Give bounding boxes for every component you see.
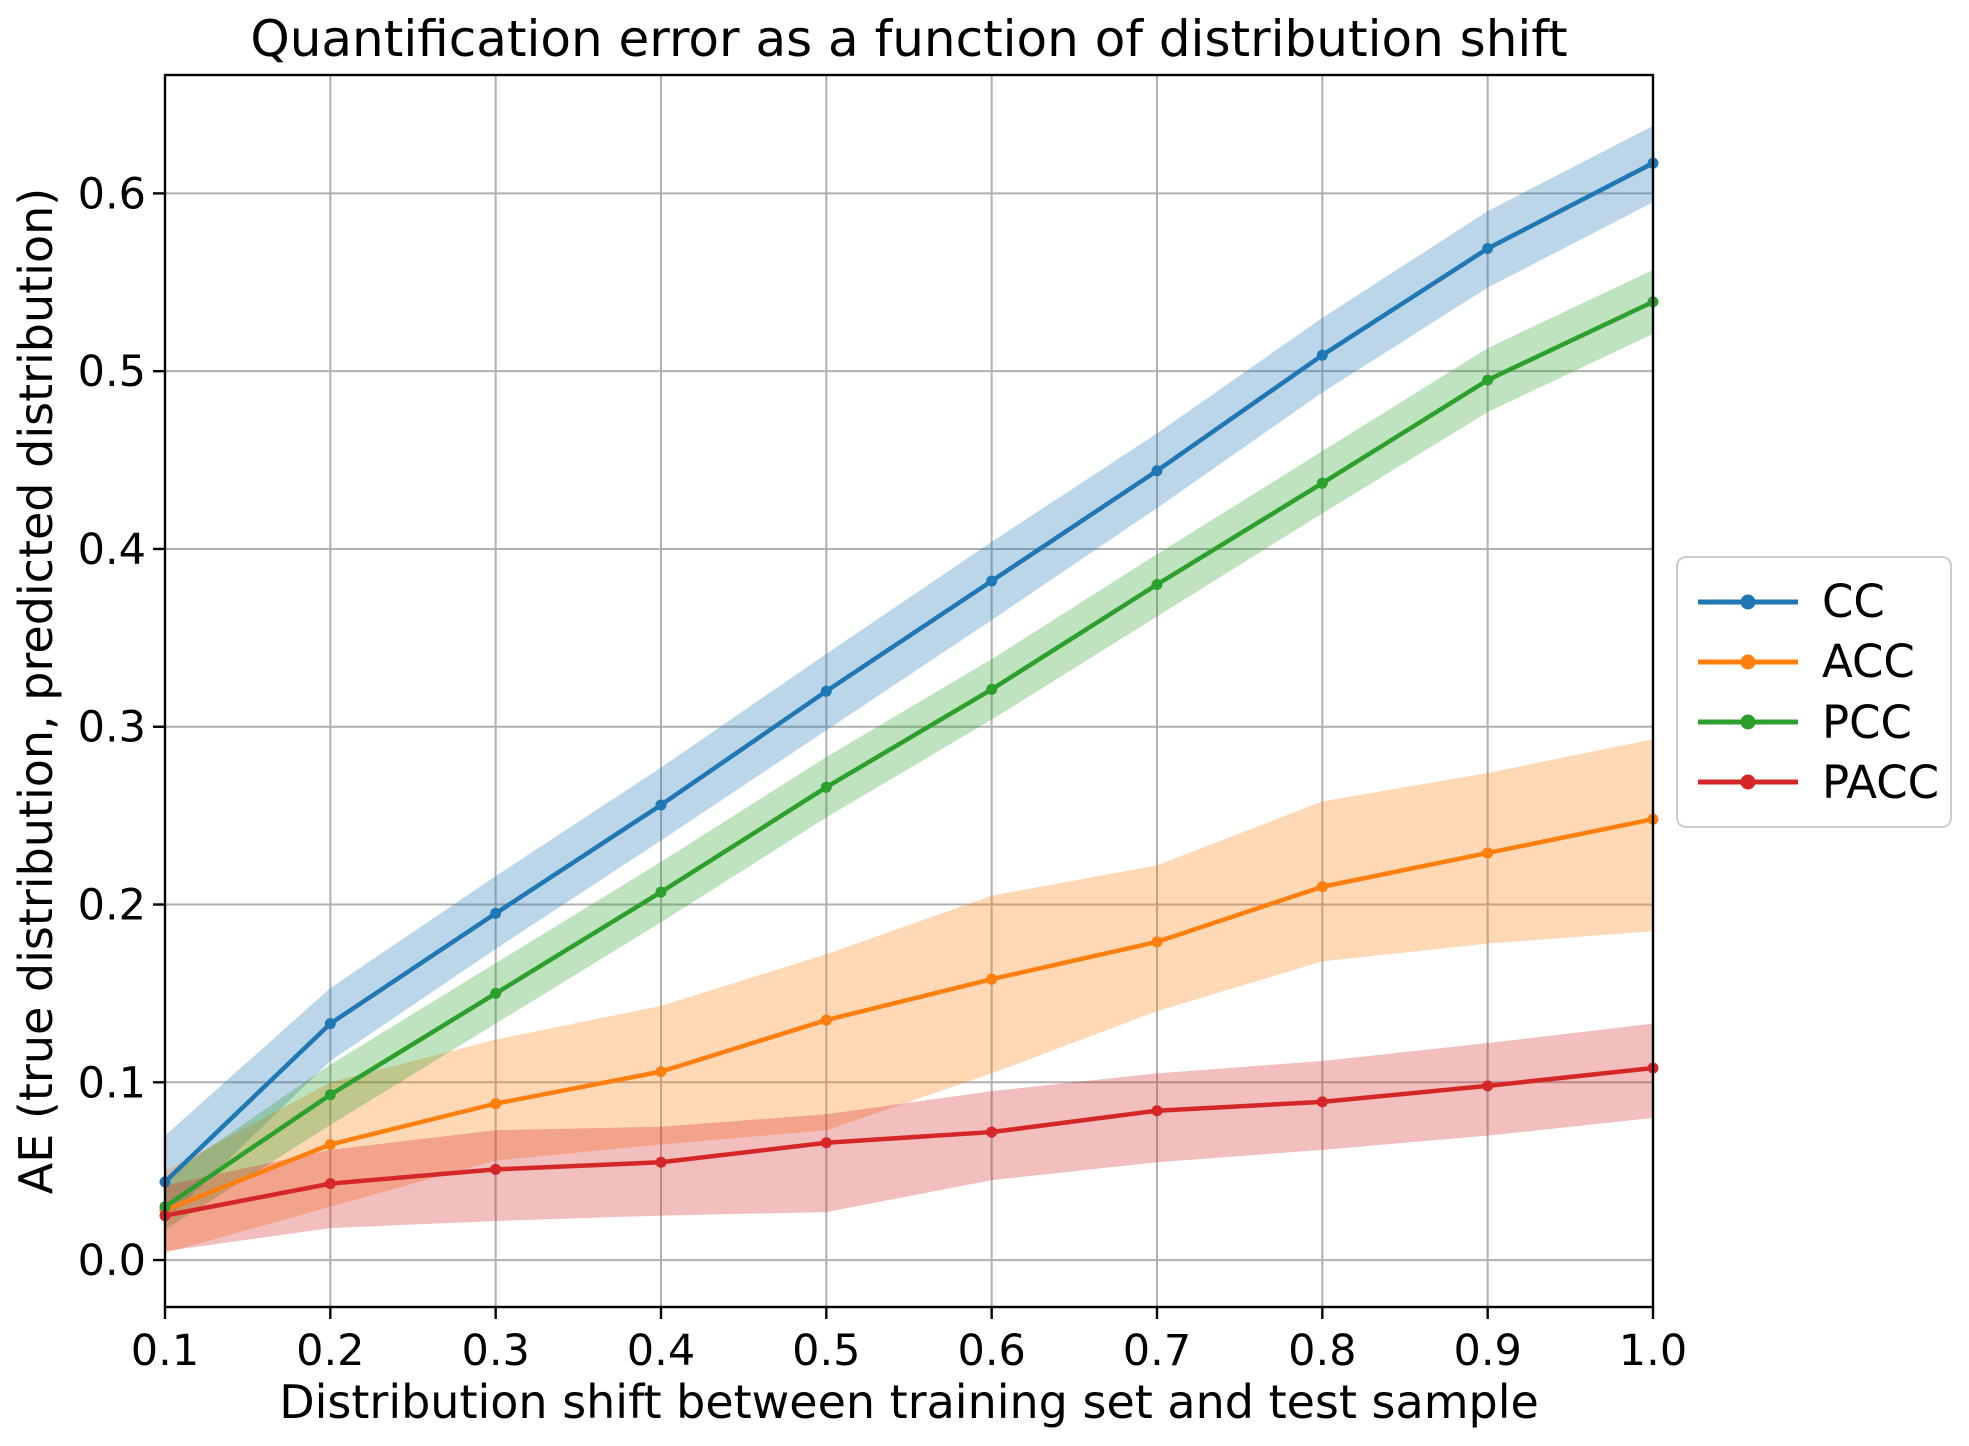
legend-marker-icon [1740,654,1756,670]
data-point-cc [655,799,667,811]
data-point-pacc [1482,1080,1494,1092]
data-point-pacc [820,1137,832,1149]
chart-title: Quantification error as a function of di… [250,10,1568,68]
legend-label: ACC [1822,635,1915,689]
x-tick-label: 0.7 [1123,1326,1191,1376]
series-line-cc [163,161,1655,1184]
data-point-pcc [1482,374,1494,386]
x-tick-label: 0.9 [1453,1326,1521,1376]
data-point-acc [986,973,998,985]
data-point-cc [986,575,998,587]
y-tick-label: 0.2 [78,881,146,931]
data-point-pcc [655,886,667,898]
data-point-pacc [490,1163,502,1175]
data-point-cc [490,907,502,919]
x-tick-label: 1.0 [1619,1326,1687,1376]
confidence-bands [165,125,1653,1253]
series-band-acc [165,739,1653,1253]
data-point-cc [324,1018,336,1030]
x-tick-label: 0.2 [296,1326,364,1376]
x-tick-label: 0.1 [131,1326,199,1376]
data-point-pcc [986,683,998,695]
data-point-acc [1151,936,1163,948]
series-line-pcc [163,299,1654,1209]
legend-marker-icon [1740,774,1756,790]
legend-item-pcc: PCC [1694,700,1950,745]
data-point-acc [490,1098,502,1110]
legend-marker-icon [1740,714,1756,730]
legend-label: PCC [1822,695,1912,749]
y-axis-label: AE (true distribution, predicted distrib… [9,188,63,1194]
data-point-cc [820,685,832,697]
data-point-pacc [1151,1105,1163,1117]
x-axis-label: Distribution shift between training set … [279,1375,1539,1429]
series-line-pacc [164,1065,1654,1218]
data-point-cc [1482,243,1494,255]
data-point-pcc [1316,477,1328,489]
axis-ticks: 0.1 0.2 0.3 0.4 0.5 0.6 0.7 0.8 0.9 1.0 0.0 0.1 0.2 0… [78,169,1688,1376]
data-point-pacc [986,1126,998,1138]
data-point-acc [1316,881,1328,893]
series-line-acc [164,816,1654,1213]
legend: CC ACC PCC PACC [1676,556,1952,828]
legend-label: CC [1822,575,1885,629]
series-band-cc [165,125,1653,1221]
data-point-acc [655,1066,667,1078]
x-tick-label: 0.3 [461,1326,529,1376]
x-tick-label: 0.5 [792,1326,860,1376]
data-point-acc [324,1139,336,1151]
data-point-pcc [490,987,502,999]
x-tick-label: 0.4 [627,1326,695,1376]
legend-swatch-acc [1698,654,1798,670]
grid-lines [165,75,1653,1307]
legend-item-pacc: PACC [1694,760,1950,805]
legend-swatch-cc [1698,594,1798,610]
y-tick-label: 0.3 [78,703,146,753]
data-point-pcc [820,781,832,793]
data-point-pacc [1316,1096,1328,1108]
legend-item-cc: CC [1694,579,1950,624]
data-point-acc [1482,847,1494,859]
data-point-cc [1316,349,1328,361]
data-point-acc [820,1014,832,1026]
legend-item-acc: ACC [1694,639,1950,684]
legend-swatch-pacc [1698,774,1798,790]
legend-label: PACC [1822,755,1940,809]
y-tick-label: 0.4 [78,525,146,575]
y-tick-label: 0.6 [78,169,146,219]
x-tick-label: 0.8 [1288,1326,1356,1376]
legend-swatch-pcc [1698,714,1798,730]
data-point-pacc [655,1156,667,1168]
plot-frame [163,73,1655,1309]
data-point-cc [1151,465,1163,477]
data-point-pcc [324,1089,336,1101]
y-tick-label: 0.1 [78,1058,146,1108]
data-point-pcc [1151,579,1163,591]
data-point-pacc [324,1178,336,1190]
y-tick-label: 0.5 [78,347,146,397]
x-tick-label: 0.6 [957,1326,1025,1376]
legend-marker-icon [1740,594,1756,610]
y-tick-label: 0.0 [78,1236,146,1286]
